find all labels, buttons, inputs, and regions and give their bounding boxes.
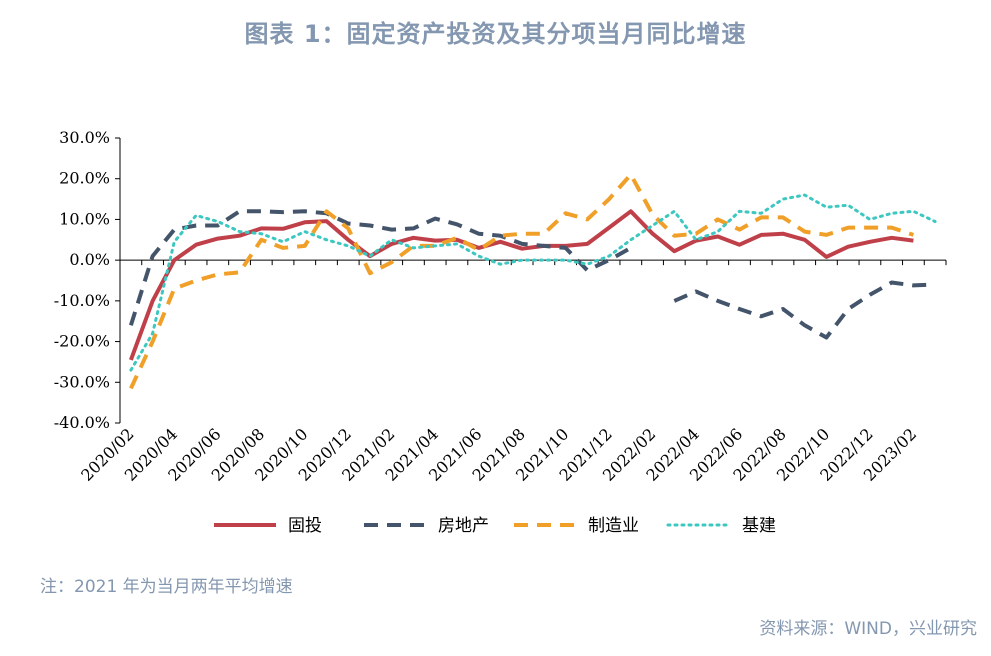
legend-label-3: 制造业 xyxy=(588,516,639,536)
chart-title: 图表 1：固定资产投资及其分项当月同比增速 xyxy=(244,20,747,48)
legend-label-2: 房地产 xyxy=(438,516,489,536)
series-line-1 xyxy=(129,209,914,361)
legend-label-1: 固投 xyxy=(288,516,322,536)
legend: 固投 房地产 制造业 基建 xyxy=(214,516,776,536)
y-tick-label: 20.0% xyxy=(59,169,110,188)
y-tick-label: -20.0% xyxy=(54,332,110,351)
x-axis: 2020/022020/042020/062020/082020/102020/… xyxy=(77,259,947,485)
y-tick-label: -40.0% xyxy=(54,413,110,432)
y-axis: 30.0% 20.0% 10.0% 0.0% -10.0% -20.0% -30.0% -40… xyxy=(54,128,121,432)
y-tick-label: 0.0% xyxy=(69,250,110,269)
y-tick-label: 30.0% xyxy=(59,128,110,147)
series-line-3 xyxy=(129,172,915,390)
series-lines xyxy=(128,172,937,390)
footnote: 注：2021 年为当月两年平均增速 xyxy=(40,577,293,597)
y-tick-label: -30.0% xyxy=(54,372,110,391)
source-note: 资料来源：WIND，兴业研究 xyxy=(759,619,977,639)
series-line-4 xyxy=(129,193,937,372)
series-line-2 xyxy=(128,209,936,340)
y-tick-label: 10.0% xyxy=(59,209,110,228)
y-tick-label: -10.0% xyxy=(54,291,110,310)
legend-label-4: 基建 xyxy=(742,516,776,536)
